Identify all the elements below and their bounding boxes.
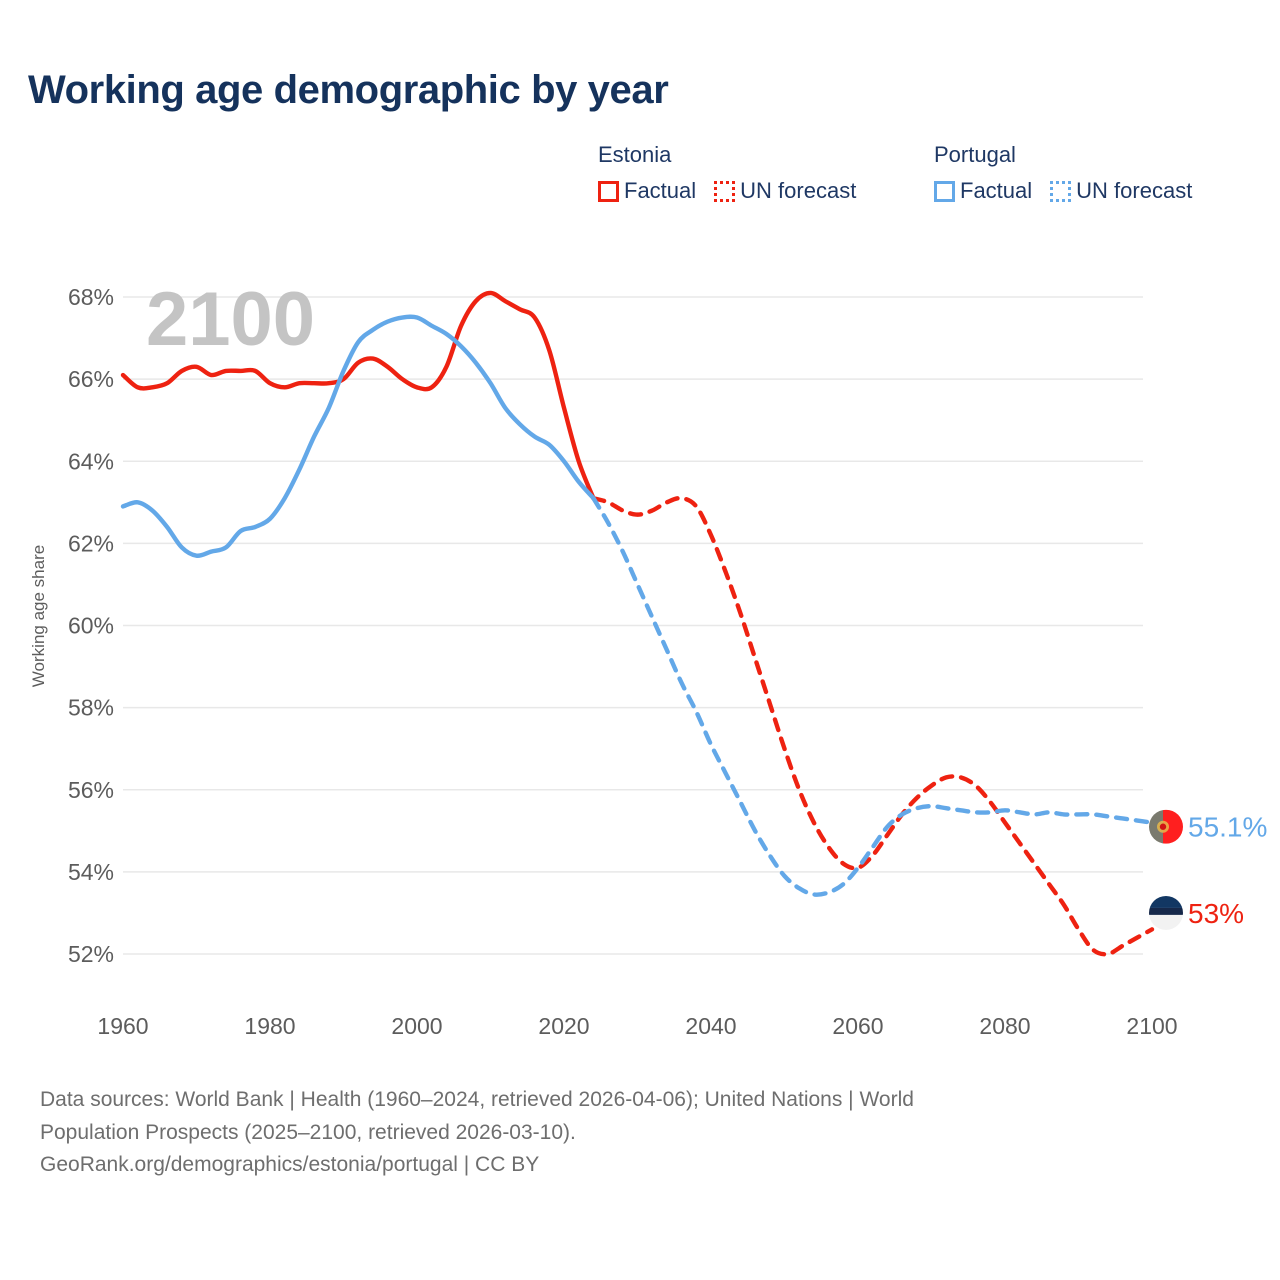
page-title: Working age demographic by year	[28, 68, 669, 112]
x-axis-tick-label: 1980	[244, 1013, 295, 1039]
x-axis-tick-label: 2100	[1126, 1013, 1177, 1039]
footer-line-2: Population Prospects (2025–2100, retriev…	[40, 1120, 576, 1144]
chart-plot-area: 52% 54% 56% 58% 60% 62% 64% 66% 68% 1960 1980 2000…	[29, 277, 1267, 1039]
series-lines	[120, 290, 1155, 957]
portugal-end-value-label: 55.1%	[1188, 812, 1267, 843]
x-axis-tick-label: 1960	[97, 1013, 148, 1039]
y-axis-tick-label: 64%	[68, 448, 114, 474]
series-line-estonia-forecast	[591, 495, 1155, 957]
x-axis-tick-label: 2080	[979, 1013, 1030, 1039]
series-line-estonia-factual	[120, 290, 596, 501]
legend-label-estonia-factual: Factual	[624, 178, 697, 203]
y-axis-tick-label: 60%	[68, 613, 114, 639]
legend-item-portugal-factual[interactable]: Factual	[934, 178, 1032, 204]
legend-swatch-dotted-icon	[1050, 180, 1072, 202]
y-axis-tick-label: 62%	[68, 530, 114, 556]
estonia-flag-icon	[1149, 895, 1183, 930]
legend-swatch-solid-icon	[934, 180, 955, 202]
legend-item-estonia-forecast[interactable]: UN forecast	[714, 178, 856, 204]
y-axis-tick-label: 68%	[68, 284, 114, 310]
y-axis-tick-labels: 52% 54% 56% 58% 60% 62% 64% 66% 68%	[68, 284, 114, 967]
legend-label-portugal-forecast: UN forecast	[1076, 178, 1193, 203]
x-axis-tick-label: 2060	[832, 1013, 883, 1039]
line-chart-svg: 52% 54% 56% 58% 60% 62% 64% 66% 68% 1960 1980 2000…	[29, 277, 1267, 1039]
legend-group-estonia: Estonia Factual UN forecast	[598, 142, 856, 204]
legend-item-estonia-factual[interactable]: Factual	[598, 178, 696, 204]
legend-country-estonia: Estonia	[598, 142, 672, 167]
legend-item-portugal-forecast[interactable]: UN forecast	[1050, 178, 1192, 204]
legend-label-portugal-factual: Factual	[960, 178, 1033, 203]
portugal-flag-icon	[1149, 809, 1183, 844]
y-axis-tick-label: 58%	[68, 695, 114, 721]
y-axis-tick-label: 56%	[68, 777, 114, 803]
footer-line-3: GeoRank.org/demographics/estonia/portuga…	[40, 1153, 540, 1177]
footer-line-1: Data sources: World Bank | Health (1960–…	[40, 1088, 914, 1111]
x-axis-tick-labels: 1960 1980 2000 2020 2040 2060 2080 2100	[97, 1013, 1177, 1039]
legend-swatch-solid-icon	[598, 180, 619, 202]
x-axis-tick-label: 2000	[391, 1013, 442, 1039]
series-line-portugal-forecast	[591, 496, 1155, 897]
y-axis-title: Working age share	[29, 545, 48, 687]
end-markers: 55.1% 53%	[1149, 809, 1267, 930]
legend-label-estonia-forecast: UN forecast	[740, 178, 857, 203]
estonia-end-value-label: 53%	[1188, 898, 1244, 929]
chart-footer: Data sources: World Bank | Health (1960–…	[40, 1084, 1160, 1182]
chart-legend: Estonia Factual UN forecast Portugal Fac…	[598, 142, 1258, 224]
x-axis-tick-label: 2020	[538, 1013, 589, 1039]
legend-group-portugal: Portugal Factual UN forecast	[934, 142, 1192, 204]
legend-country-portugal: Portugal	[934, 142, 1016, 167]
x-axis-tick-label: 2040	[685, 1013, 736, 1039]
series-line-portugal-factual	[120, 314, 596, 558]
y-axis-tick-label: 66%	[68, 366, 114, 392]
year-watermark: 2100	[146, 277, 315, 362]
y-axis-tick-label: 54%	[68, 859, 114, 885]
y-axis-tick-label: 52%	[68, 941, 114, 967]
legend-swatch-dotted-icon	[714, 180, 736, 202]
gridlines	[123, 296, 1143, 955]
